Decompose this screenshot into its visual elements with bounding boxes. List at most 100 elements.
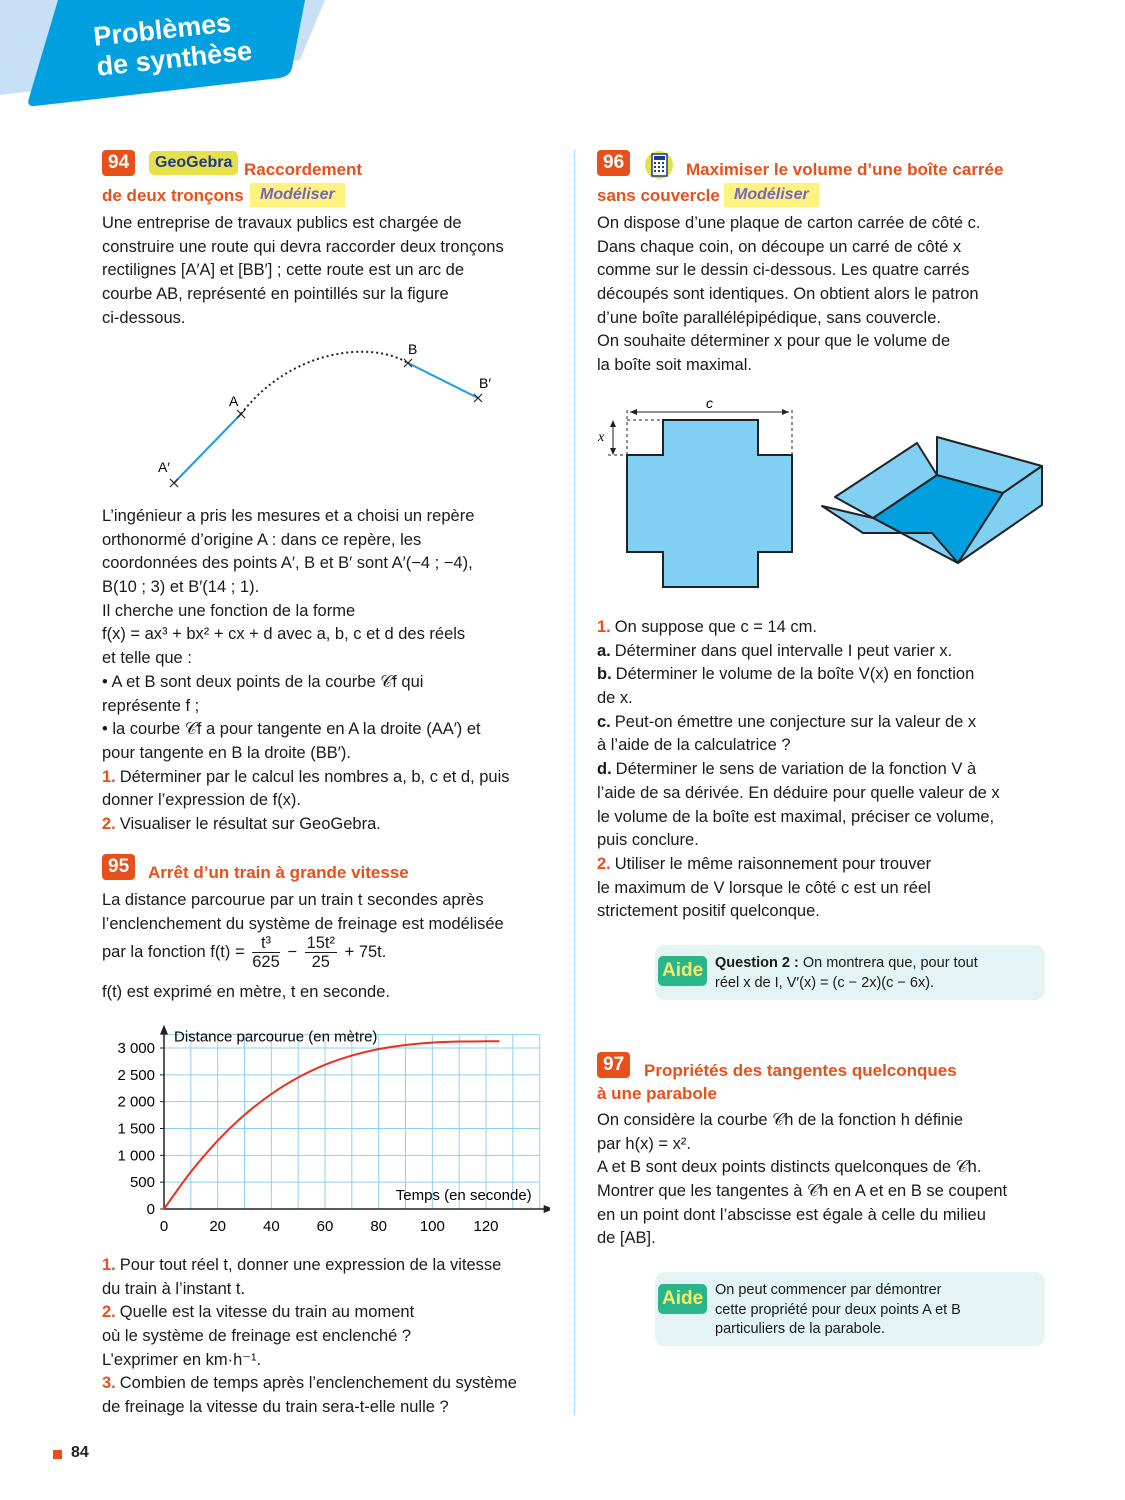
text-line: l’aide de sa dérivée. En déduire pour qu…: [597, 782, 1000, 806]
line-text: f(x) = ax³ + bx² + cx + d avec a, b, c e…: [102, 625, 466, 644]
formula-line: par la fonction f(t) = t³ 625 − 15t² 25 + …: [102, 934, 386, 971]
exercise-number-97: 97: [597, 1052, 631, 1078]
point-marks: [169, 358, 483, 488]
x-tick-label: 20: [209, 1218, 226, 1235]
text-line: B(10 ; 3) et B′(14 ; 1).: [102, 576, 510, 600]
line-text: Combien de temps après l’enclenchement d…: [119, 1374, 517, 1393]
text-line: le maximum de V lorsque le côté c est un…: [597, 877, 1000, 901]
line-text: B(10 ; 3) et B′(14 ; 1).: [102, 578, 260, 597]
line-text: On suppose que c = 14 cm.: [614, 618, 818, 636]
line-text: pour tangente en B la droite (BB′).: [102, 743, 351, 762]
text-line: par h(x) = x².: [597, 1133, 1007, 1157]
x-tick-label: 0: [160, 1218, 168, 1235]
hint-badge: Aide: [658, 1284, 708, 1314]
text-line: orthonormé d’origine A : dans ce repère,…: [102, 529, 510, 553]
text-line: d’une boîte parallélépipédique, sans cou…: [597, 307, 980, 331]
dotted-arc: [240, 350, 409, 415]
hint-text: On peut commencer par démontrer cette pr…: [715, 1281, 961, 1340]
text-line: On considère la courbe 𝒞h de la fonction…: [597, 1109, 1007, 1133]
text-line: 2. Visualiser le résultat sur GeoGebra.: [102, 813, 510, 837]
line-text: Il cherche une fonction de la forme: [102, 601, 356, 620]
exercise-94-title-line1: Raccordement: [244, 160, 363, 179]
y-tick-label: 2 500: [117, 1067, 155, 1084]
page-marker: [53, 1450, 62, 1459]
line-text: Peut-on émettre une conjecture sur la va…: [614, 712, 977, 731]
exercise-97-title-line1: Propriétés des tangentes quelconques: [644, 1061, 957, 1080]
line-text: coordonnées des points A′, B et B′ sont …: [102, 554, 473, 573]
box-figure: c x: [597, 395, 1043, 588]
x-axis-arrow: [543, 1205, 550, 1213]
question-number: 1.: [102, 767, 116, 786]
c-label: c: [706, 395, 713, 411]
line-text: puis conclure.: [597, 831, 699, 850]
text-line: L’ingénieur a pris les mesures et a choi…: [102, 505, 510, 529]
question-letter: d.: [597, 760, 612, 779]
text-line: Montrer que les tangentes à 𝒞h en A et e…: [597, 1180, 1007, 1204]
line-text: du train à l’instant t.: [102, 1279, 246, 1298]
road-figure: A′ A B B′: [158, 341, 491, 488]
text-line: f(x) = ax³ + bx² + cx + d avec a, b, c e…: [102, 623, 510, 647]
text-line: de freinage la vitesse du train sera-t-e…: [102, 1396, 517, 1420]
line-text: donner l’expression de f(x).: [102, 791, 302, 810]
fraction-1-denominator: 625: [252, 953, 280, 971]
line-text: Déterminer dans quel intervalle I peut v…: [614, 641, 953, 660]
question-number: 2.: [102, 1303, 116, 1322]
line-text: Pour tout réel t, donner une expression …: [119, 1256, 502, 1274]
x-tick-label: 100: [420, 1218, 445, 1235]
line-text: comme sur le dessin ci-dessous. Les quat…: [597, 261, 970, 280]
label-a-prime: A′: [158, 459, 170, 475]
x-tick-label: 40: [263, 1218, 280, 1235]
fraction-2-denominator: 25: [311, 953, 330, 971]
line-text: représente f ;: [102, 696, 200, 715]
text-line: puis conclure.: [597, 829, 1000, 853]
exercise-95-intro: La distance parcourue par un train t sec…: [102, 889, 504, 936]
exercise-96-questions: 1. On suppose que c = 14 cm. a. Déterminer …: [597, 616, 1000, 924]
line-text: Une entreprise de travaux publics est ch…: [102, 214, 462, 232]
line-text: en un point dont l’abscisse est égale à …: [597, 1205, 986, 1224]
exercise-94-intro: Une entreprise de travaux publics est ch…: [102, 212, 504, 330]
text-line: d. Déterminer le sens de variation de la …: [597, 758, 1000, 782]
line-text: par h(x) = x².: [597, 1134, 691, 1153]
text-line: a. Déterminer dans quel intervalle I peut…: [597, 640, 1000, 664]
line-text: construire une route qui devra raccorder…: [102, 237, 504, 256]
exercise-97-title-line2: à une parabole: [597, 1084, 717, 1103]
line-text: à l’aide de la calculatrice ?: [597, 736, 791, 755]
x-label: x: [597, 430, 605, 445]
y-tick-label: 0: [147, 1201, 155, 1218]
exercise-94-title-line2: de deux tronçons: [102, 186, 244, 205]
line-text: le volume de la boîte est maximal, préci…: [597, 807, 995, 826]
line-text: de x.: [597, 689, 633, 708]
hint-line1: On montrera que, pour tout: [798, 955, 978, 971]
text-line: • A et B sont deux points de la courbe 𝒞…: [102, 671, 510, 695]
text-line: en un point dont l’abscisse est égale à …: [597, 1204, 1007, 1228]
skill-tag-modeliser: Modéliser: [250, 183, 345, 207]
hint-text: Question 2 : On montrera que, pour tout …: [715, 954, 978, 993]
line-text: et telle que :: [102, 649, 192, 668]
text-line: • la courbe 𝒞f a pour tangente en A la d…: [102, 718, 510, 742]
exercise-96-title-line1: Maximiser le volume d’une boîte carrée: [686, 160, 1004, 179]
exercise-95-title: Arrêt d’un train à grande vitesse: [148, 863, 409, 882]
question-letter: a.: [597, 641, 611, 660]
y-axis-arrow: [160, 1024, 168, 1035]
text-line: découpés sont identiques. On obtient alo…: [597, 283, 980, 307]
label-b-prime: B′: [479, 375, 491, 391]
text-line: 2. Quelle est la vitesse du train au mome…: [102, 1301, 517, 1325]
exercise-96-intro: On dispose d’une plaque de carton carrée…: [597, 212, 980, 378]
text-line: comme sur le dessin ci-dessous. Les quat…: [597, 259, 980, 283]
line-text: • A et B sont deux points de la courbe 𝒞…: [102, 672, 424, 691]
text-line: A et B sont deux points distincts quelco…: [597, 1156, 1007, 1180]
hint-line1: On peut commencer par démontrer: [715, 1282, 942, 1298]
fraction-2-numerator: 15t²: [304, 934, 338, 953]
line-text: Déterminer le volume de la boîte V(x) en…: [615, 665, 975, 684]
banner-shape: [28, 0, 305, 107]
text-line: représente f ;: [102, 695, 510, 719]
text-line: strictement positif quelconque.: [597, 900, 1000, 924]
label-b: B: [408, 341, 417, 357]
column-divider: [574, 150, 575, 1415]
text-line: La distance parcourue par un train t sec…: [102, 889, 504, 913]
open-box: [821, 436, 1043, 564]
x-axis-label: Temps (en seconde): [396, 1187, 532, 1204]
hint-line2: réel x de I, V′(x) = (c − 2x)(c − 6x).: [715, 974, 935, 991]
text-line: Il cherche une fonction de la forme: [102, 600, 510, 624]
